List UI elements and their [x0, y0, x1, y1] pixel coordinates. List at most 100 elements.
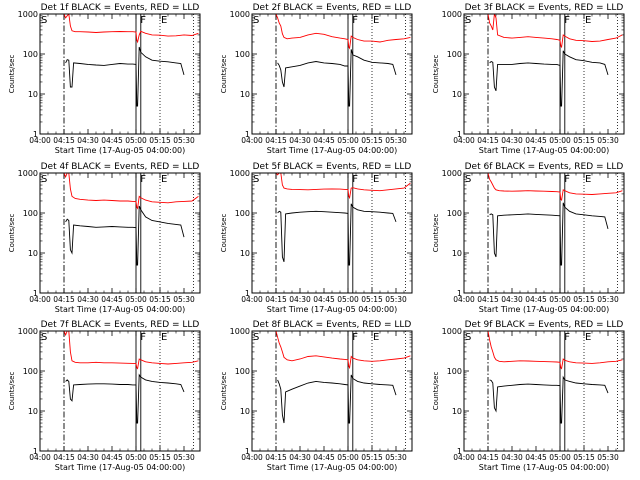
y-tick-label: 1	[245, 447, 250, 456]
x-tick-label: 04:00	[453, 136, 475, 145]
x-tick-label: 05:30	[385, 453, 407, 462]
y-tick-label: 10	[28, 249, 38, 258]
marker-end: E	[373, 174, 379, 185]
x-tick-label: 04:45	[525, 295, 547, 304]
chart-title: Det 7f BLACK = Events, RED = LLD	[41, 320, 200, 330]
x-tick-label: 04:00	[453, 295, 475, 304]
x-tick-label: 04:00	[241, 453, 263, 462]
series-line-events	[65, 46, 185, 107]
x-tick-label: 04:30	[501, 453, 523, 462]
x-tick-label: 05:30	[173, 295, 195, 304]
x-tick-label: 04:30	[289, 295, 311, 304]
chart-panel-7: Det 7f BLACK = Events, RED = LLD Counts/s…	[8, 320, 201, 472]
series-line-events	[489, 202, 609, 266]
x-axis-label: Start Time (17-Aug-05 04:00:00)	[479, 305, 610, 314]
y-axis-label: Counts/sec	[432, 372, 440, 411]
y-axis-label: Counts/sec	[8, 372, 16, 411]
y-tick-label: 1000	[230, 10, 250, 19]
marker-flare: F	[140, 332, 146, 343]
y-tick-label: 100	[447, 209, 462, 218]
chart-panel-1: Det 1f BLACK = Events, RED = LLD Counts/s…	[8, 3, 201, 155]
x-tick-label: 05:00	[337, 453, 359, 462]
x-tick-label: 04:45	[313, 295, 335, 304]
x-tick-label: 05:00	[549, 295, 571, 304]
x-tick-label: 04:00	[29, 453, 51, 462]
marker-start: S	[41, 332, 47, 343]
x-axis-label: Start Time (17-Aug-05 04:00:00)	[267, 305, 398, 314]
y-tick-label: 1	[457, 289, 462, 298]
x-tick-label: 05:30	[597, 136, 619, 145]
x-tick-label: 05:30	[597, 295, 619, 304]
marker-flare: F	[352, 332, 358, 343]
x-tick-label: 04:00	[453, 453, 475, 462]
y-axis-label: Counts/sec	[220, 55, 228, 94]
marker-end: E	[585, 332, 591, 343]
x-tick-label: 04:30	[77, 453, 99, 462]
series-line-lld	[487, 173, 623, 202]
series-line-events	[489, 375, 609, 424]
x-tick-label: 05:15	[361, 295, 383, 304]
x-tick-label: 05:00	[125, 295, 147, 304]
x-tick-label: 05:15	[149, 295, 171, 304]
y-tick-label: 1	[457, 130, 462, 139]
series-line-lld	[63, 14, 199, 44]
chart-panel-2: Det 2f BLACK = Events, RED = LLD Counts/s…	[220, 3, 413, 155]
series-line-events	[277, 203, 397, 266]
x-tick-label: 05:30	[385, 295, 407, 304]
x-tick-label: 05:15	[361, 453, 383, 462]
x-tick-label: 04:30	[501, 136, 523, 145]
x-tick-label: 05:00	[125, 136, 147, 145]
x-tick-label: 05:15	[361, 136, 383, 145]
x-axis-label: Start Time (17-Aug-05 04:00:00)	[267, 146, 398, 155]
chart-panel-6: Det 6f BLACK = Events, RED = LLD Counts/s…	[432, 162, 625, 314]
x-tick-label: 04:15	[477, 453, 499, 462]
x-tick-label: 04:15	[477, 295, 499, 304]
series-line-lld	[487, 331, 623, 370]
y-tick-label: 1000	[442, 327, 462, 336]
marker-start: S	[465, 174, 471, 185]
x-tick-label: 05:15	[573, 453, 595, 462]
x-tick-label: 04:30	[77, 295, 99, 304]
x-tick-label: 05:15	[573, 136, 595, 145]
x-tick-label: 04:15	[53, 453, 75, 462]
x-tick-label: 05:30	[597, 453, 619, 462]
x-tick-label: 04:45	[101, 136, 123, 145]
y-axis-label: Counts/sec	[8, 214, 16, 253]
series-line-events	[65, 373, 185, 424]
x-tick-label: 05:15	[149, 136, 171, 145]
marker-end: E	[373, 332, 379, 343]
y-tick-label: 1000	[18, 327, 38, 336]
x-tick-label: 05:15	[149, 453, 171, 462]
chart-title: Det 3f BLACK = Events, RED = LLD	[465, 3, 624, 13]
y-tick-label: 10	[240, 90, 250, 99]
y-tick-label: 1	[33, 289, 38, 298]
y-axis-label: Counts/sec	[8, 55, 16, 94]
x-axis-label: Start Time (17-Aug-05 04:00:00)	[479, 463, 610, 472]
y-tick-label: 10	[240, 249, 250, 258]
y-tick-label: 10	[240, 407, 250, 416]
chart-panel-9: Det 9f BLACK = Events, RED = LLD Counts/s…	[432, 320, 625, 472]
marker-start: S	[465, 332, 471, 343]
plot-frame	[463, 13, 625, 135]
y-tick-label: 100	[23, 50, 38, 59]
y-tick-label: 100	[235, 367, 250, 376]
y-tick-label: 10	[28, 407, 38, 416]
y-tick-label: 1	[33, 130, 38, 139]
x-tick-label: 05:00	[125, 453, 147, 462]
x-axis-label: Start Time (17-Aug-05 04:00:00)	[55, 305, 186, 314]
x-tick-label: 04:45	[313, 136, 335, 145]
x-tick-label: 04:45	[101, 295, 123, 304]
chart-title: Det 4f BLACK = Events, RED = LLD	[41, 162, 200, 172]
x-tick-label: 04:15	[477, 136, 499, 145]
series-line-lld	[275, 173, 411, 200]
x-tick-label: 04:15	[265, 136, 287, 145]
marker-flare: F	[564, 15, 570, 26]
chart-title: Det 6f BLACK = Events, RED = LLD	[465, 162, 624, 172]
x-tick-label: 04:15	[53, 295, 75, 304]
series-line-lld	[275, 331, 411, 370]
x-axis-label: Start Time (17-Aug-05 04:00:00)	[55, 146, 186, 155]
marker-end: E	[373, 15, 379, 26]
y-tick-label: 10	[452, 90, 462, 99]
x-tick-label: 04:45	[101, 453, 123, 462]
chart-panel-5: Det 5f BLACK = Events, RED = LLD Counts/s…	[220, 162, 413, 314]
